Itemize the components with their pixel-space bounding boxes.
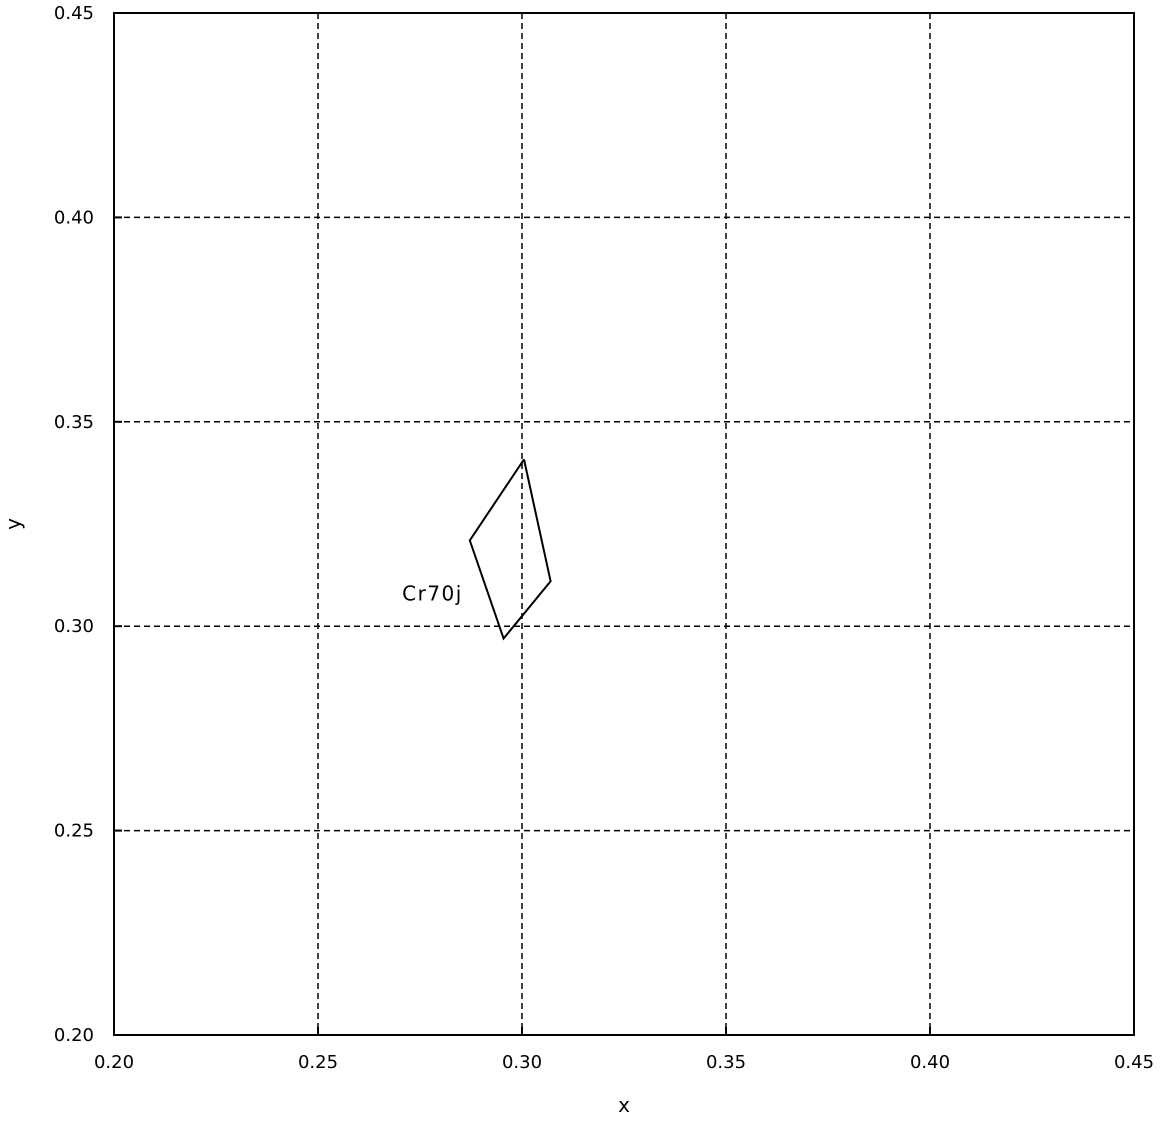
x-tick-label: 0.20 (94, 1052, 134, 1073)
region-outline (468, 458, 552, 641)
plot-frame (113, 12, 1135, 1036)
region-label: Cr70j (402, 581, 463, 605)
x-tick-label: 0.40 (910, 1052, 950, 1073)
grid (114, 13, 1134, 1035)
x-tick-label: 0.45 (1114, 1052, 1154, 1073)
x-tick-label: 0.25 (298, 1052, 338, 1073)
y-tick-label: 0.20 (54, 1025, 94, 1046)
x-tick-label: 0.35 (706, 1052, 746, 1073)
y-tick-label: 0.30 (54, 616, 94, 637)
y-tick-label: 0.35 (54, 412, 94, 433)
y-tick-label: 0.45 (54, 3, 94, 24)
y-tick-label: 0.40 (54, 207, 94, 228)
data-layer: Cr70j (402, 458, 552, 641)
x-tick-label: 0.30 (502, 1052, 542, 1073)
axis-ticks: 0.20 0.25 0.30 0.35 0.40 0.45 0.20 0.25 0.30 0.35… (54, 3, 1154, 1073)
x-axis-label: x (618, 1093, 630, 1117)
y-axis-label: y (1, 518, 25, 530)
y-tick-label: 0.25 (54, 821, 94, 842)
